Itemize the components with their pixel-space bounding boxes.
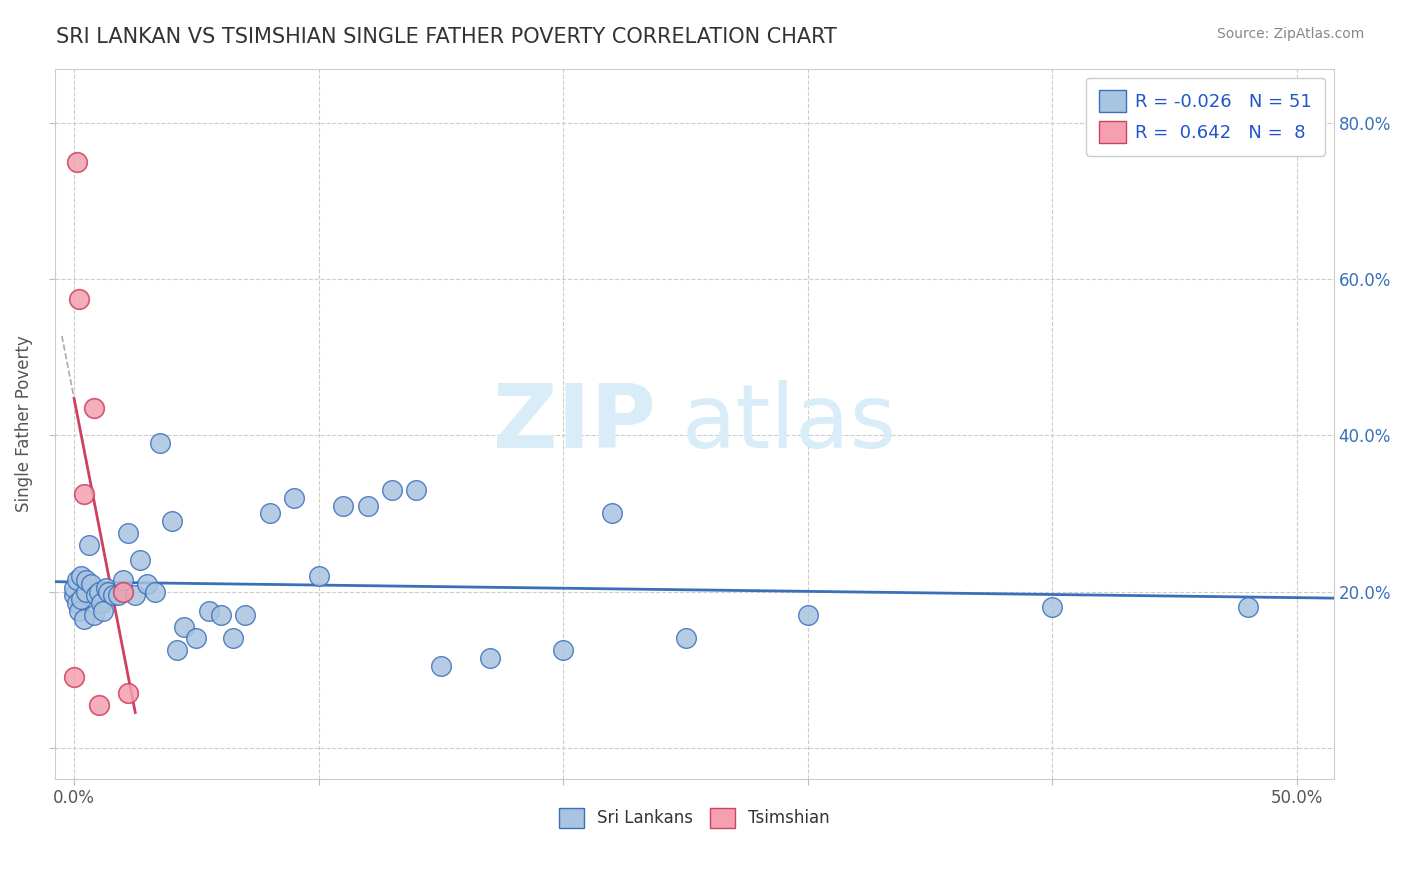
Point [405,483,427,497]
Point [166,643,188,657]
Point [83,401,105,416]
Point [117,686,139,700]
Point [75,573,97,587]
Point [77,538,100,552]
Point [111,573,134,587]
Legend: Sri Lankans, Tsimshian: Sri Lankans, Tsimshian [553,801,837,835]
Point [356,499,378,513]
Point [117,526,139,541]
Point [73,612,96,626]
Point [83,607,105,622]
Point [70,569,93,583]
Point [63,589,86,603]
Text: SRI LANKAN VS TSIMSHIAN SINGLE FATHER POVERTY CORRELATION CHART: SRI LANKAN VS TSIMSHIAN SINGLE FATHER PO… [56,27,837,46]
Point [87,584,110,599]
Point [65,155,87,169]
Text: Source: ZipAtlas.com: Source: ZipAtlas.com [1216,27,1364,41]
Point [186,632,208,646]
Point [70,592,93,607]
Point [1040,600,1063,615]
Point [209,607,232,622]
Point [97,584,120,599]
Point [478,651,501,665]
Point [67,292,90,306]
Text: ZIP: ZIP [494,380,655,467]
Point [94,581,117,595]
Point [675,632,697,646]
Point [129,553,152,567]
Point [1237,600,1260,615]
Point [381,483,404,497]
Point [84,589,107,603]
Point [259,507,281,521]
Point [553,643,575,657]
Point [797,607,820,622]
Point [222,632,245,646]
Point [308,569,330,583]
Point [73,487,96,501]
Y-axis label: Single Father Poverty: Single Father Poverty [15,335,32,512]
Point [67,604,90,618]
Point [87,698,110,712]
Point [103,589,125,603]
Point [233,607,256,622]
Point [124,589,146,603]
Point [173,620,195,634]
Point [90,596,112,610]
Point [149,436,172,450]
Point [160,514,183,528]
Point [430,658,453,673]
Point [143,584,166,599]
Point [80,576,103,591]
Point [136,576,159,591]
Point [107,589,129,603]
Point [65,573,87,587]
Point [65,596,87,610]
Point [63,581,86,595]
Point [332,499,354,513]
Point [93,604,115,618]
Point [111,584,134,599]
Point [75,584,97,599]
Point [283,491,305,505]
Text: atlas: atlas [682,380,897,467]
Point [600,507,623,521]
Point [63,670,86,684]
Point [197,604,219,618]
